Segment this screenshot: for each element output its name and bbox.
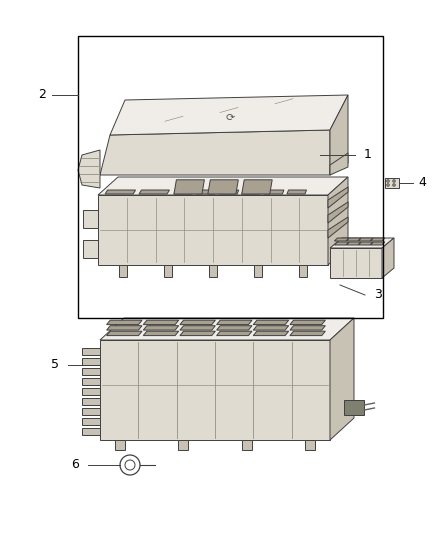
Polygon shape <box>253 331 289 336</box>
Polygon shape <box>253 326 289 330</box>
Polygon shape <box>253 320 289 325</box>
Polygon shape <box>328 217 348 238</box>
Polygon shape <box>217 326 252 330</box>
Text: 2: 2 <box>38 88 46 101</box>
Polygon shape <box>178 440 188 450</box>
Polygon shape <box>100 340 330 440</box>
Text: 6: 6 <box>71 458 79 472</box>
Polygon shape <box>82 378 100 385</box>
Circle shape <box>386 183 389 187</box>
Polygon shape <box>82 398 100 405</box>
Polygon shape <box>219 190 239 194</box>
Polygon shape <box>105 190 136 194</box>
Polygon shape <box>242 180 272 194</box>
Polygon shape <box>83 210 98 228</box>
Bar <box>78 36 383 318</box>
Polygon shape <box>328 202 348 223</box>
Polygon shape <box>100 130 330 175</box>
Polygon shape <box>344 400 364 415</box>
Polygon shape <box>174 180 205 194</box>
Polygon shape <box>334 242 349 245</box>
Polygon shape <box>334 238 349 241</box>
Polygon shape <box>330 153 348 175</box>
Polygon shape <box>299 265 307 277</box>
Polygon shape <box>174 190 194 194</box>
Text: 1: 1 <box>364 149 372 161</box>
Polygon shape <box>328 187 348 208</box>
Polygon shape <box>180 326 215 330</box>
Circle shape <box>392 183 396 187</box>
Polygon shape <box>217 331 252 336</box>
Polygon shape <box>82 358 100 365</box>
Polygon shape <box>82 348 100 355</box>
Polygon shape <box>254 265 262 277</box>
Polygon shape <box>265 190 284 194</box>
Polygon shape <box>98 177 348 195</box>
Polygon shape <box>242 440 252 450</box>
Polygon shape <box>180 331 215 336</box>
Polygon shape <box>305 440 315 450</box>
Polygon shape <box>106 326 142 330</box>
Circle shape <box>386 180 389 182</box>
Polygon shape <box>385 178 399 188</box>
Polygon shape <box>180 320 215 325</box>
Polygon shape <box>82 428 100 435</box>
Polygon shape <box>346 242 361 245</box>
Polygon shape <box>330 238 394 248</box>
Polygon shape <box>208 180 238 194</box>
Polygon shape <box>82 368 100 375</box>
Polygon shape <box>78 150 100 188</box>
Polygon shape <box>358 242 373 245</box>
Polygon shape <box>82 388 100 395</box>
Polygon shape <box>287 190 307 194</box>
Polygon shape <box>290 326 325 330</box>
Polygon shape <box>209 265 217 277</box>
Polygon shape <box>119 265 127 277</box>
Polygon shape <box>100 318 354 340</box>
Polygon shape <box>330 248 382 278</box>
Text: 5: 5 <box>51 359 59 372</box>
Polygon shape <box>110 95 348 135</box>
Polygon shape <box>143 320 179 325</box>
Polygon shape <box>371 242 385 245</box>
Polygon shape <box>242 190 261 194</box>
Polygon shape <box>143 331 179 336</box>
Polygon shape <box>139 190 170 194</box>
Polygon shape <box>371 238 385 241</box>
Polygon shape <box>382 238 394 278</box>
Polygon shape <box>143 326 179 330</box>
Polygon shape <box>106 320 142 325</box>
Polygon shape <box>346 238 361 241</box>
Polygon shape <box>330 318 354 440</box>
Text: 4: 4 <box>418 176 426 190</box>
Polygon shape <box>82 418 100 425</box>
Polygon shape <box>115 440 125 450</box>
Polygon shape <box>290 331 325 336</box>
Polygon shape <box>197 190 216 194</box>
Text: 3: 3 <box>374 288 382 302</box>
Text: ⟳: ⟳ <box>225 113 235 123</box>
Polygon shape <box>330 95 348 175</box>
Circle shape <box>392 180 396 182</box>
Polygon shape <box>98 195 328 265</box>
Polygon shape <box>82 408 100 415</box>
Polygon shape <box>164 265 172 277</box>
Polygon shape <box>358 238 373 241</box>
Polygon shape <box>328 177 348 265</box>
Polygon shape <box>217 320 252 325</box>
Polygon shape <box>83 240 98 258</box>
Polygon shape <box>290 320 325 325</box>
Polygon shape <box>106 331 142 336</box>
